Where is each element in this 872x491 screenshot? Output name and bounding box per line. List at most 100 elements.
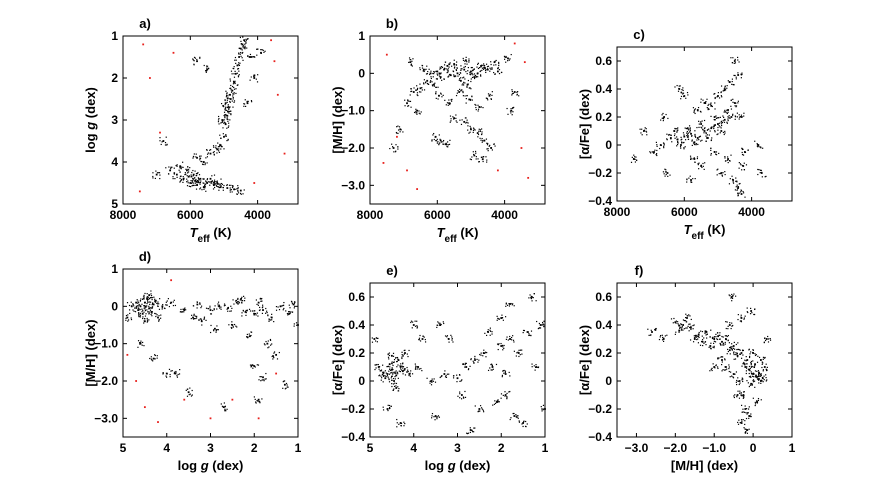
data-point — [200, 318, 202, 320]
data-point — [219, 307, 221, 309]
data-point — [228, 125, 230, 127]
data-point — [735, 106, 737, 108]
data-point — [250, 56, 253, 58]
data-point — [263, 51, 265, 53]
data-point — [738, 116, 741, 118]
data-point — [467, 125, 469, 127]
data-point — [386, 408, 389, 410]
data-point — [150, 313, 152, 316]
data-point — [431, 378, 433, 380]
data-point — [467, 66, 469, 69]
data-point — [741, 169, 743, 171]
data-point — [238, 70, 240, 72]
data-point — [201, 189, 203, 191]
data-point — [161, 308, 163, 310]
data-point — [212, 188, 215, 190]
data-point — [469, 158, 471, 160]
data-point — [712, 126, 714, 128]
data-point — [192, 318, 195, 320]
data-point — [746, 429, 748, 432]
data-point — [474, 357, 476, 359]
data-point — [379, 374, 381, 376]
data-point — [417, 366, 420, 368]
data-point — [293, 325, 295, 327]
data-point — [468, 132, 470, 134]
data-point — [394, 357, 397, 359]
data-point — [154, 354, 156, 356]
data-point — [689, 129, 691, 131]
data-point — [397, 132, 399, 135]
data-point — [230, 110, 232, 112]
data-point — [417, 368, 419, 370]
data-point — [186, 395, 189, 397]
data-point — [229, 191, 231, 193]
data-point — [227, 95, 229, 97]
data-point — [708, 103, 710, 105]
data-point — [380, 370, 382, 372]
data-point — [179, 180, 182, 182]
data-point — [737, 348, 739, 350]
data-point — [410, 320, 413, 322]
data-point — [223, 119, 225, 121]
data-point — [462, 83, 464, 85]
data-point — [696, 137, 699, 139]
data-point — [728, 324, 731, 326]
data-point — [686, 327, 688, 329]
data-point — [126, 353, 129, 356]
data-point — [233, 92, 235, 94]
data-point — [396, 360, 398, 363]
data-point — [739, 353, 741, 355]
data-point — [266, 342, 269, 345]
data-point — [468, 61, 470, 63]
data-point — [727, 339, 729, 341]
data-point — [654, 329, 656, 331]
data-point — [253, 310, 255, 312]
data-point — [229, 78, 231, 80]
data-point — [656, 154, 658, 157]
data-point — [200, 319, 203, 321]
data-point — [749, 353, 751, 355]
data-point — [748, 365, 751, 368]
data-point — [426, 65, 428, 67]
data-point — [497, 400, 499, 402]
data-point — [757, 173, 759, 176]
data-point — [659, 336, 661, 338]
data-point — [209, 152, 212, 155]
data-point — [290, 311, 292, 313]
x-tick-label: 4000 — [491, 208, 518, 222]
data-point — [423, 83, 425, 85]
panel-f: −3.0 −2.0 −1.0 0 10.60.40.20−0.2−0.4f)[M/H] … — [577, 263, 796, 473]
data-point — [467, 369, 470, 371]
data-point — [698, 333, 700, 335]
data-point — [193, 60, 195, 62]
data-point — [196, 183, 198, 185]
data-point — [517, 417, 519, 419]
data-point — [690, 157, 692, 159]
data-point — [202, 186, 205, 189]
data-point — [401, 354, 403, 356]
data-point — [254, 398, 256, 400]
data-point — [645, 131, 648, 133]
data-point — [710, 103, 712, 105]
data-point — [229, 93, 231, 96]
data-point — [495, 401, 498, 403]
data-point — [701, 335, 703, 337]
data-point — [754, 140, 756, 142]
data-point — [375, 340, 377, 342]
data-point — [478, 161, 480, 163]
data-point — [160, 143, 162, 146]
data-point — [760, 374, 762, 376]
data-point — [203, 178, 205, 180]
data-point — [435, 91, 437, 93]
data-point — [686, 134, 688, 137]
data-point — [217, 303, 219, 305]
data-point — [219, 186, 222, 189]
data-point — [482, 68, 485, 70]
data-point — [246, 336, 248, 338]
data-point — [714, 92, 716, 95]
data-point — [399, 131, 401, 133]
data-point — [733, 60, 736, 62]
data-point — [738, 348, 740, 351]
data-point — [741, 147, 743, 149]
